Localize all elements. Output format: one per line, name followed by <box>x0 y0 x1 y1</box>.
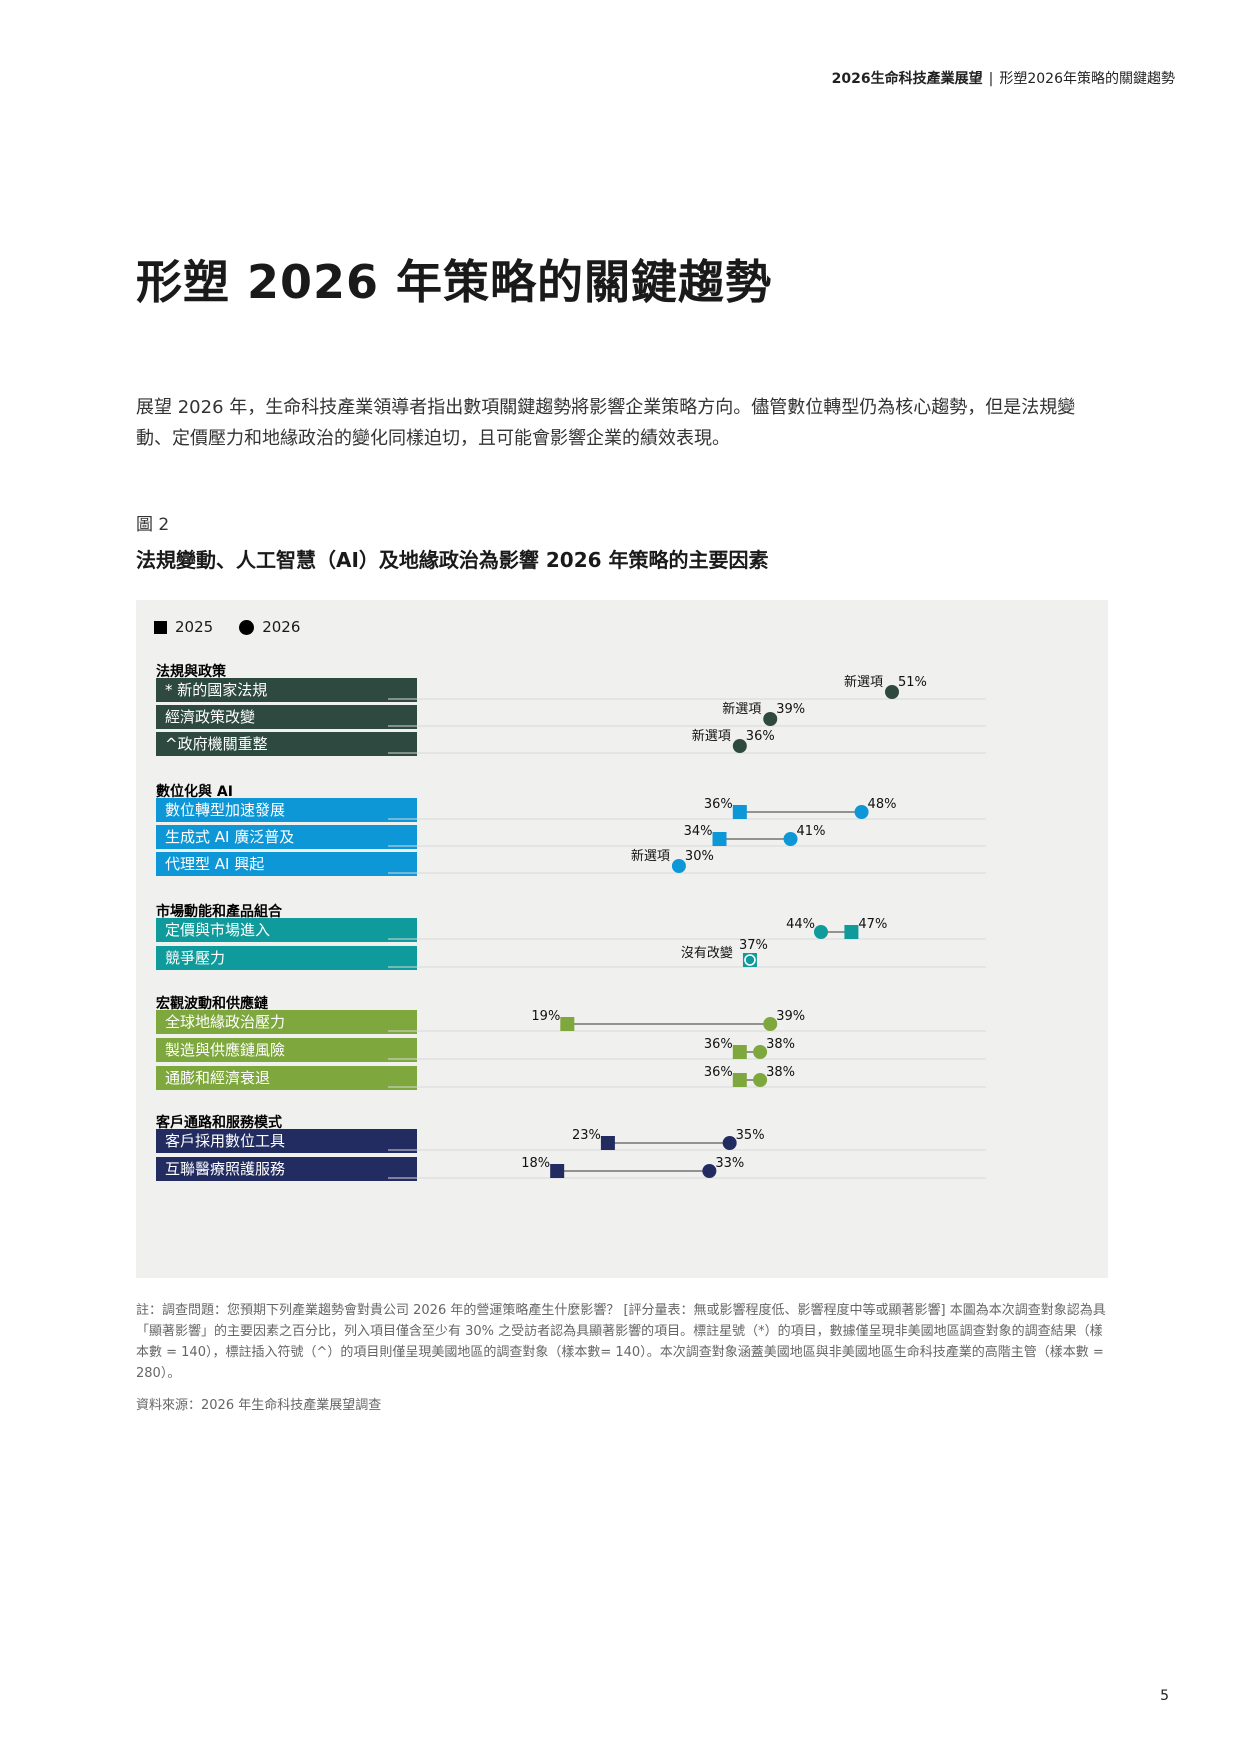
marker-2025 <box>732 805 747 819</box>
category-heading: 宏觀波動和供應鏈 <box>156 996 268 1012</box>
value-label-2026: 38% <box>766 1065 795 1080</box>
value-label-2026: 38% <box>766 1037 795 1052</box>
marker-2026 <box>732 739 747 753</box>
figure-label: 圖 2 <box>136 515 170 535</box>
category-heading: 市場動能和產品組合 <box>156 904 282 920</box>
marker-2026 <box>753 1045 768 1059</box>
value-label-2026: 36% <box>746 729 775 744</box>
row-label-bar: 製造與供應鏈風險 <box>156 1038 417 1062</box>
intro-paragraph: 展望 2026 年，生命科技產業領導者指出數項關鍵趨勢將影響企業策略方向。儘管數… <box>136 397 1076 449</box>
marker-2026 <box>753 1073 768 1087</box>
value-label-2025: 47% <box>858 917 887 932</box>
value-label-2026: 41% <box>797 824 826 839</box>
marker-2026 <box>783 832 798 846</box>
row-label-bar: 互聯醫療照護服務 <box>156 1157 417 1181</box>
value-label-2026: 35% <box>736 1128 765 1143</box>
marker-2026 <box>885 685 899 699</box>
value-label-2025: 36% <box>704 1037 733 1052</box>
legend-2025: 2025 <box>154 618 213 636</box>
row-label-bar: 競爭壓力 <box>156 946 417 970</box>
chart-panel: 2025 2026 法規與政策 * 新的國家法規 經濟政策改變 ^政府機關重整數位化與… <box>136 600 1108 1278</box>
value-label-2025: 23% <box>572 1128 601 1143</box>
legend-2026: 2026 <box>239 618 300 636</box>
marker-2025 <box>560 1017 575 1031</box>
marker-2026 <box>671 859 686 873</box>
marker-2025 <box>732 1045 747 1059</box>
running-header: 2026生命科技產業展望 | 形塑2026年策略的關鍵趨勢 <box>832 68 1175 88</box>
marker-2025 <box>712 832 727 846</box>
marker-2026 <box>763 1017 778 1031</box>
value-label-2026: 30% <box>685 849 714 864</box>
header-separator: | <box>988 71 994 87</box>
note-label: 沒有改變 <box>681 945 733 961</box>
source-note: 資料來源：2026 年生命科技產業展望調查 <box>136 1398 382 1413</box>
category-heading: 法規與政策 <box>156 664 226 680</box>
chart-legend: 2025 2026 <box>154 618 300 636</box>
marker-2025 <box>844 925 859 939</box>
marker-2025 <box>600 1136 615 1150</box>
row-label-bar: ^政府機關重整 <box>156 732 417 756</box>
marker-2026 <box>702 1164 717 1178</box>
marker-2026 <box>813 925 828 939</box>
value-label-2026: 44% <box>786 917 815 932</box>
marker-2026 <box>763 712 778 726</box>
marker-2025 <box>732 1073 747 1087</box>
value-label-2026: 39% <box>776 1009 805 1024</box>
note-label: 新選項 <box>631 848 670 864</box>
row-label-bar: 生成式 AI 廣泛普及 <box>156 825 417 849</box>
marker-2026 <box>744 954 756 966</box>
row-label-bar: 數位轉型加速發展 <box>156 798 417 822</box>
row-label-bar: 經濟政策改變 <box>156 705 417 729</box>
value-label-2026: 51% <box>898 675 927 690</box>
page-number: 5 <box>1160 1688 1169 1704</box>
category-heading: 客戶通路和服務模式 <box>156 1115 282 1131</box>
value-label-2025: 36% <box>704 797 733 812</box>
footnote: 註：調查問題：您預期下列產業趨勢會對貴公司 2026 年的營運策略產生什麼影響？… <box>136 1303 1106 1381</box>
row-label-bar: 客戶採用數位工具 <box>156 1129 417 1153</box>
marker-2026 <box>854 805 869 819</box>
value-label-2025: 34% <box>684 824 713 839</box>
note-label: 新選項 <box>844 674 883 690</box>
figure-title: 法規變動、人工智慧（AI）及地緣政治為影響 2026 年策略的主要因素 <box>136 548 769 572</box>
header-report: 2026生命科技產業展望 <box>831 71 983 87</box>
dot-plot: 51% 新選項 39% 新選項 36% 新選項 36% 48% 34% 41% 30% 新選項 47% 4… <box>388 674 986 1179</box>
header-section: 形塑2026年策略的關鍵趨勢 <box>999 71 1175 87</box>
value-label-2025: 18% <box>521 1156 550 1171</box>
row-label-bar: 通膨和經濟衰退 <box>156 1066 417 1090</box>
row-label-bar: 全球地緣政治壓力 <box>156 1010 417 1034</box>
note-label: 新選項 <box>692 728 731 744</box>
value-label-2026: 33% <box>715 1156 744 1171</box>
value-label-2026: 48% <box>868 797 897 812</box>
circle-marker-icon <box>239 619 255 635</box>
square-marker-icon <box>154 620 167 634</box>
marker-2025 <box>550 1164 565 1178</box>
page-title: 形塑 2026 年策略的關鍵趨勢 <box>136 255 773 309</box>
value-label-2026: 39% <box>776 702 805 717</box>
row-label-bar: 定價與市場進入 <box>156 918 417 942</box>
marker-2026 <box>722 1136 737 1150</box>
value-label-2025: 36% <box>704 1065 733 1080</box>
note-label: 新選項 <box>722 701 761 717</box>
value-label-2025: 19% <box>531 1009 560 1024</box>
row-label-bar: 代理型 AI 興起 <box>156 852 417 876</box>
row-label-bar: * 新的國家法規 <box>156 678 417 702</box>
category-heading: 數位化與 AI <box>156 784 233 800</box>
value-label-2026: 37% <box>739 938 768 953</box>
